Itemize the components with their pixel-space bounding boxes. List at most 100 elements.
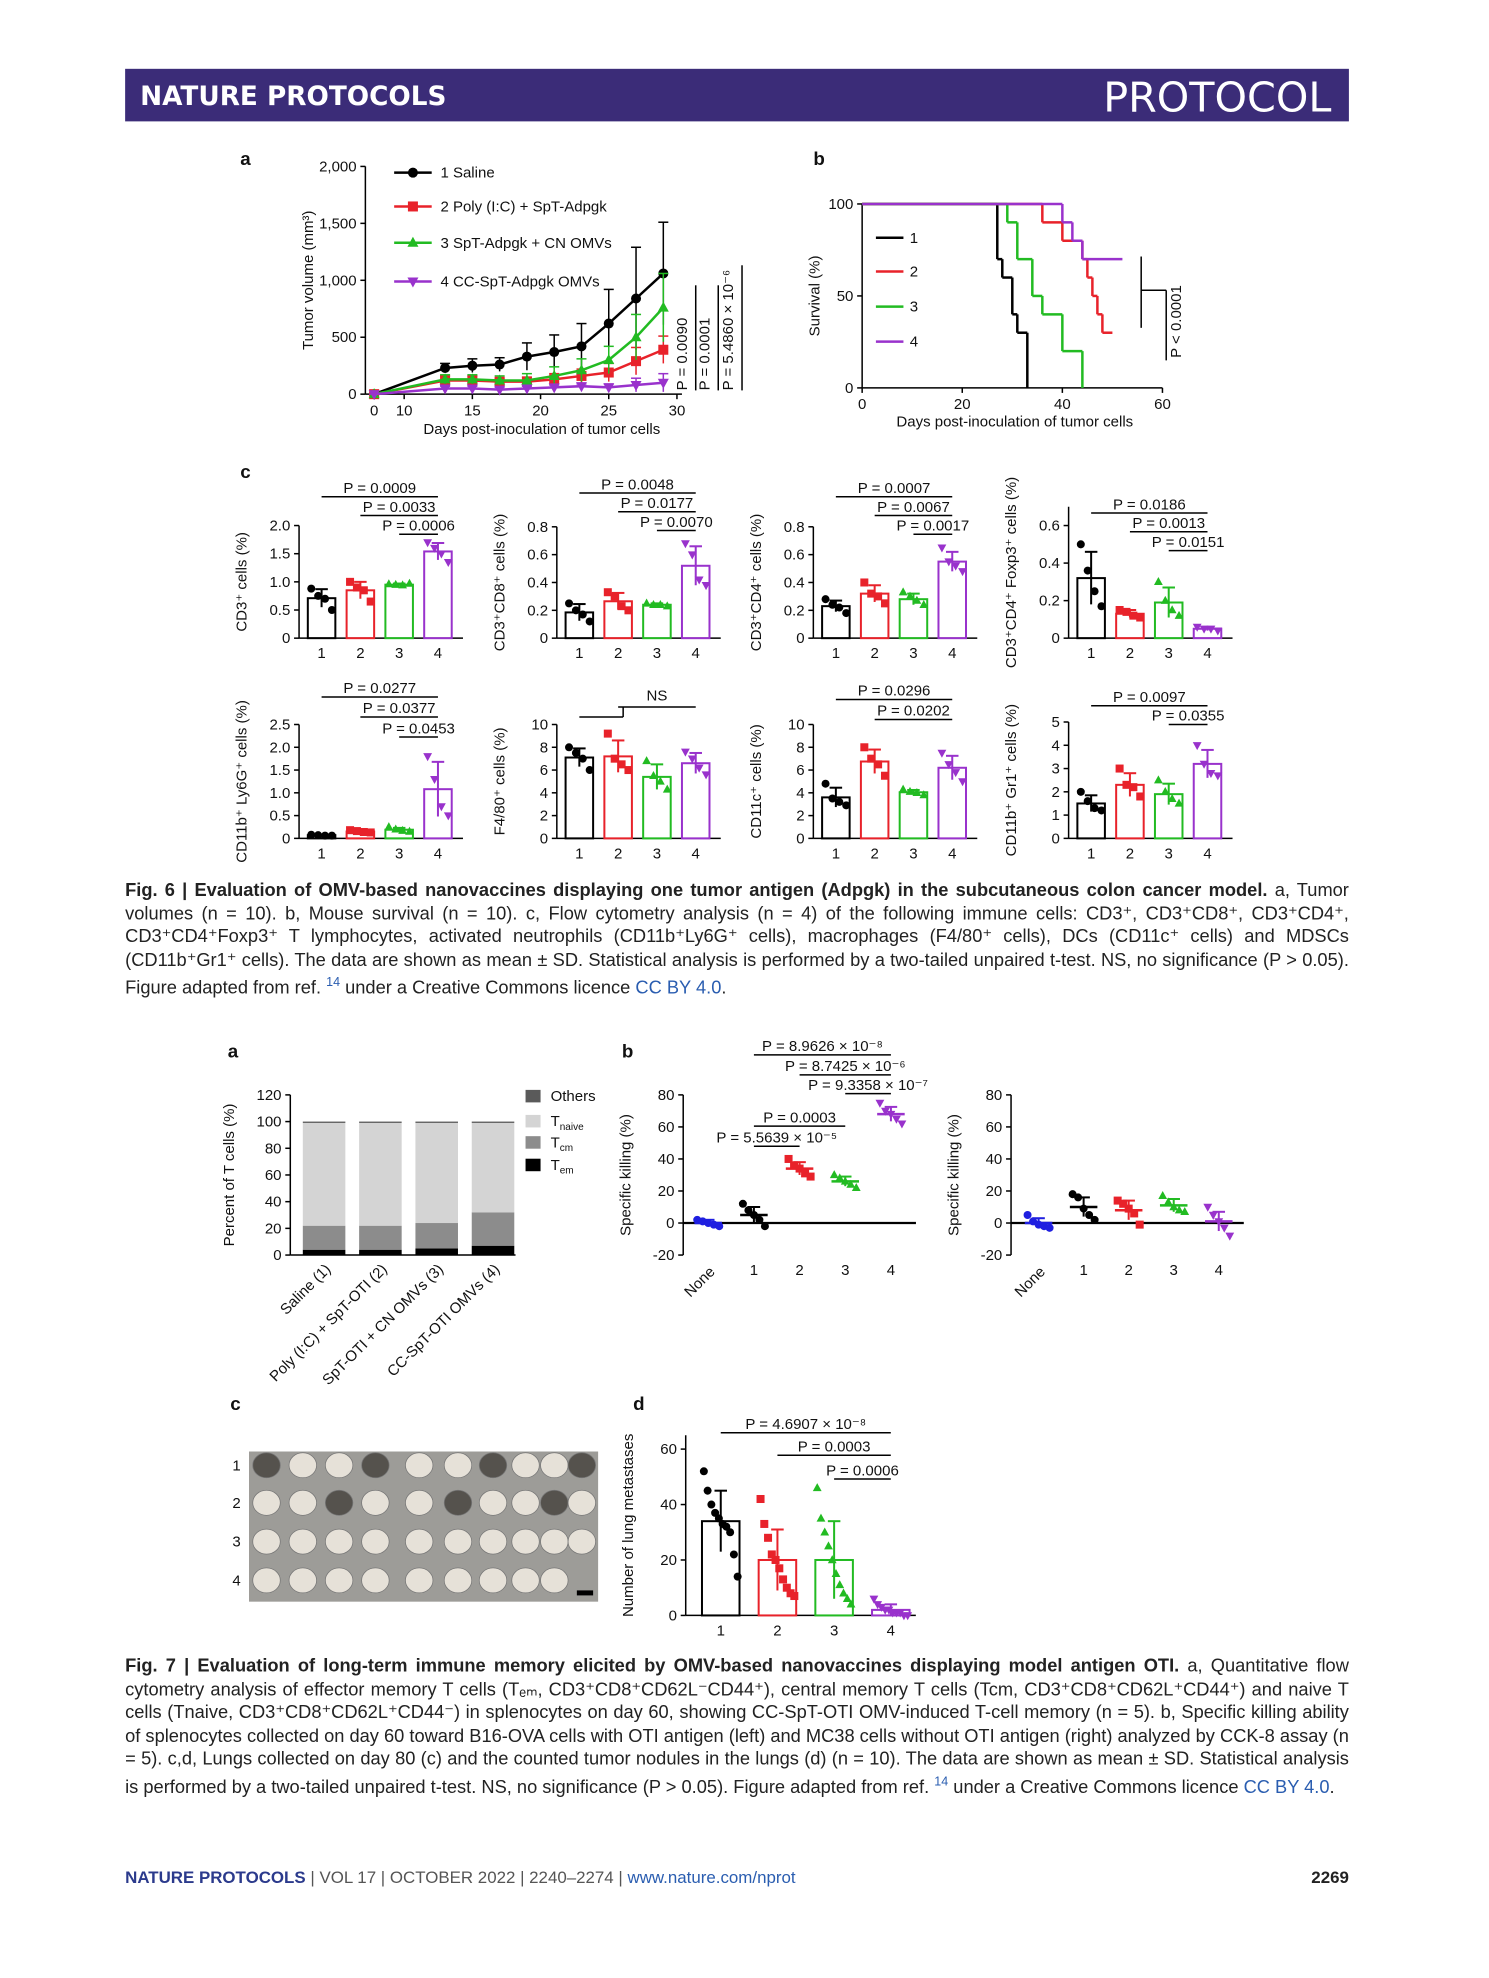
x-tick-label: 3 xyxy=(1165,645,1173,662)
lung xyxy=(405,1528,434,1555)
data-point xyxy=(771,1555,780,1564)
data-point xyxy=(1153,775,1163,784)
caption-title: Evaluation of OMV-based nanovaccines dis… xyxy=(194,880,1268,901)
data-point xyxy=(366,597,375,606)
data-point xyxy=(835,1173,845,1182)
data-point xyxy=(521,384,533,395)
data-point xyxy=(571,748,580,757)
data-point xyxy=(610,754,619,763)
caption-ref[interactable]: 14 xyxy=(326,976,341,991)
lung xyxy=(288,1567,317,1594)
x-tick-label: Saline (1) xyxy=(277,1261,334,1318)
data-point xyxy=(443,558,453,567)
data-point xyxy=(624,766,633,775)
data-point xyxy=(494,374,506,385)
y-tick-label: 8 xyxy=(540,739,548,756)
x-tick-label: None xyxy=(1012,1263,1049,1300)
series-line xyxy=(373,272,665,396)
footer: NATURE PROTOCOLS | VOL 17 | OCTOBER 2022… xyxy=(125,1868,1349,1887)
lung xyxy=(443,1489,473,1516)
legend-swatch xyxy=(525,1114,541,1128)
data-point xyxy=(1045,1223,1054,1232)
p-value: P = 0.0003 xyxy=(763,1109,836,1126)
data-point xyxy=(1163,1197,1173,1206)
y-tick-label: 100 xyxy=(828,196,853,213)
y-tick-label: 120 xyxy=(257,1087,282,1104)
p-value: P = 0.0097 xyxy=(1113,689,1186,706)
data-point xyxy=(642,756,652,765)
data-point xyxy=(321,594,330,603)
y-tick-label: 1 xyxy=(1052,807,1060,824)
lung xyxy=(511,1489,540,1516)
lung xyxy=(361,1528,390,1555)
data-point xyxy=(898,587,908,596)
y-tick-label: 1.5 xyxy=(269,546,290,563)
x-tick-label: 40 xyxy=(1054,396,1071,413)
data-point xyxy=(775,1564,784,1573)
data-point xyxy=(467,360,478,371)
p-value: P = 5.4860 × 10⁻⁶ xyxy=(720,270,737,391)
data-point xyxy=(846,1179,856,1188)
data-point xyxy=(585,617,594,626)
legend-label: Tcm xyxy=(551,1134,574,1154)
data-point xyxy=(494,359,505,370)
p-value: P = 0.0033 xyxy=(363,499,436,516)
p-value: P = 0.0296 xyxy=(858,683,931,700)
y-tick-label: 40 xyxy=(265,1194,282,1211)
y-tick-label: 40 xyxy=(986,1151,1003,1168)
data-point xyxy=(368,390,380,401)
y-tick-label: 0.4 xyxy=(1039,555,1060,572)
legend-label: Others xyxy=(551,1088,596,1105)
data-point xyxy=(1158,1190,1168,1199)
legend-label: 2 Poly (I:C) + SpT-Adpgk xyxy=(440,198,607,215)
data-point xyxy=(549,347,560,358)
data-point xyxy=(1213,772,1223,781)
y-tick-label: 20 xyxy=(986,1183,1003,1200)
data-point xyxy=(430,544,439,553)
data-point xyxy=(903,1612,913,1621)
data-point xyxy=(578,610,587,619)
data-point xyxy=(366,828,375,837)
footer-url[interactable]: www.nature.com/nprot xyxy=(627,1868,796,1887)
data-point xyxy=(912,595,922,604)
x-tick-label: 2 xyxy=(614,845,622,862)
data-point xyxy=(801,1169,810,1178)
data-point xyxy=(1074,1193,1083,1202)
data-point xyxy=(1090,1215,1099,1224)
y-tick-label: 2 xyxy=(796,808,804,825)
data-point xyxy=(687,755,697,764)
data-point xyxy=(657,301,669,312)
lung xyxy=(288,1452,317,1479)
y-tick-label: 60 xyxy=(660,1441,677,1458)
x-tick-label: 4 xyxy=(948,645,956,662)
lung xyxy=(443,1567,473,1594)
legend-label: 3 SpT-Adpgk + CN OMVs xyxy=(440,235,611,252)
data-point xyxy=(1119,1199,1128,1208)
data-point xyxy=(782,1583,791,1592)
licence-link[interactable]: CC BY 4.0 xyxy=(1243,1777,1330,1798)
x-tick-label: 1 xyxy=(832,845,840,862)
y-axis-label: Percent of T cells (%) xyxy=(221,1104,238,1247)
data-point xyxy=(405,578,414,587)
data-point xyxy=(443,812,453,821)
data-point xyxy=(314,591,323,600)
data-point xyxy=(767,1550,776,1559)
y-tick-label: 4 xyxy=(796,785,804,802)
y-tick-label: 10 xyxy=(531,717,548,734)
y-tick-label: 0 xyxy=(273,1247,281,1264)
x-tick-label: 4 xyxy=(692,645,700,662)
x-tick-label: 1 xyxy=(1079,1262,1087,1279)
data-point xyxy=(1214,1218,1224,1227)
caption-ref[interactable]: 14 xyxy=(934,1775,949,1790)
licence-link[interactable]: CC BY 4.0 xyxy=(635,978,722,999)
legend-label: 1 Saline xyxy=(440,165,494,182)
lung xyxy=(478,1528,508,1555)
data-point xyxy=(905,786,915,795)
legend-label: 4 CC-SpT-Adpgk OMVs xyxy=(440,274,599,291)
data-point xyxy=(821,595,830,604)
x-tick-label: 1 xyxy=(750,1262,758,1279)
x-tick-label: 1 xyxy=(1087,645,1095,662)
p-value: P = 8.7425 × 10⁻⁶ xyxy=(785,1058,906,1075)
bar-segment xyxy=(415,1248,458,1256)
